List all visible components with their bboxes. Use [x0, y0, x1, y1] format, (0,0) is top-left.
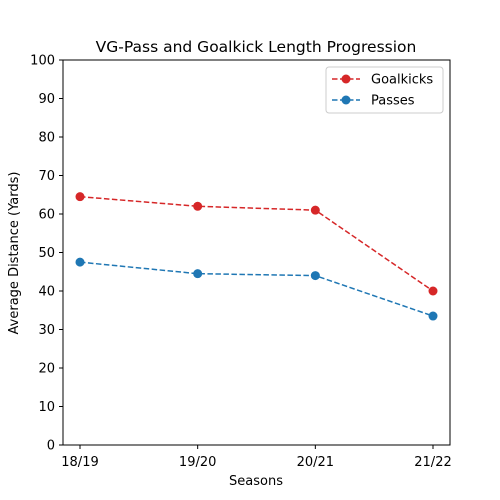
y-axis-ticks: 0 10 20 30 40 50 60 70 80 90 100 [30, 54, 63, 454]
y-tick-label: 70 [38, 169, 55, 184]
legend-item-passes: Passes [332, 94, 415, 109]
series-group [75, 192, 438, 321]
series-goalkicks [75, 192, 438, 296]
y-tick-label: 50 [38, 246, 55, 261]
y-tick-label: 90 [38, 92, 55, 107]
legend: Goalkicks Passes [325, 66, 444, 114]
x-tick-label: 20/21 [297, 455, 334, 470]
y-tick-label: 40 [38, 285, 55, 300]
data-point-goalkicks [310, 205, 320, 215]
y-tick-label: 80 [38, 131, 55, 146]
y-tick-label: 100 [30, 54, 55, 69]
data-point-passes [428, 311, 438, 321]
x-tick-label: 21/22 [414, 455, 451, 470]
chart-title: VG-Pass and Goalkick Length Progression [96, 38, 417, 56]
data-point-passes [310, 271, 320, 281]
x-axis-ticks: 18/19 19/20 20/21 21/22 [61, 445, 452, 470]
data-point-goalkicks [193, 201, 203, 211]
data-point-passes [193, 269, 203, 279]
y-tick-label: 30 [38, 323, 55, 338]
y-tick-label: 60 [38, 208, 55, 223]
legend-label: Passes [371, 94, 415, 109]
data-point-passes [75, 257, 85, 267]
legend-label: Goalkicks [371, 73, 433, 88]
y-tick-label: 10 [38, 400, 55, 415]
x-tick-label: 19/20 [179, 455, 216, 470]
data-point-goalkicks [428, 286, 438, 296]
x-axis-label: Seasons [229, 474, 283, 489]
data-point-goalkicks [75, 192, 85, 202]
series-line-goalkicks [79, 195, 434, 292]
legend-swatch-marker [341, 74, 351, 84]
legend-box [325, 66, 444, 114]
plot-area-frame [62, 59, 451, 446]
y-tick-label: 0 [47, 439, 55, 454]
series-line-passes [79, 261, 434, 317]
y-axis-label: Average Distance (Yards) [7, 172, 22, 335]
legend-swatch-marker [341, 95, 351, 105]
y-tick-label: 20 [38, 362, 55, 377]
x-tick-label: 18/19 [61, 455, 98, 470]
series-passes [75, 257, 438, 321]
legend-item-goalkicks: Goalkicks [332, 73, 433, 88]
